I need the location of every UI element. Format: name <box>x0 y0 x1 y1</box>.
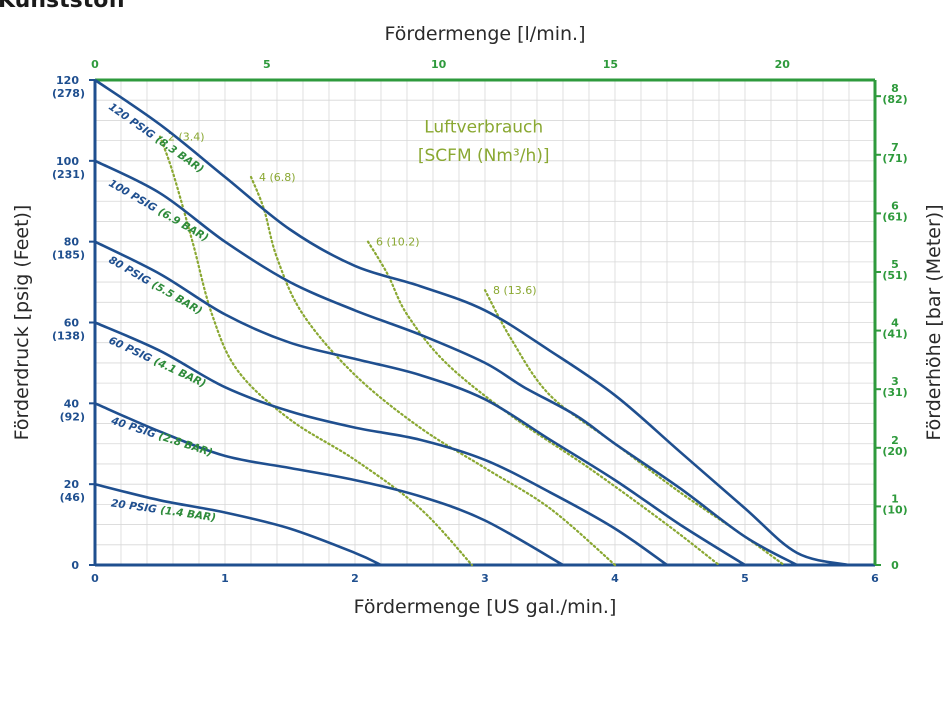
x2-tick-label: 20 <box>775 58 791 71</box>
pressure-curve-label: 40 PSIG (2.8 BAR) <box>109 415 214 459</box>
air-title-line1: Luftverbrauch <box>424 118 543 138</box>
y2-tick-label: 4 <box>891 317 899 330</box>
y-tick-label: 40 <box>64 397 80 410</box>
y2-tick-label: 1 <box>891 492 899 505</box>
psig-label: 100 PSIG <box>107 177 162 216</box>
air-line-label: 8 (13.6) <box>493 284 537 297</box>
x-tick-label: 1 <box>221 572 229 585</box>
y2-tick-sublabel: (10) <box>882 503 907 516</box>
x2-tick-label: 10 <box>431 58 447 71</box>
air-line-label: 6 (10.2) <box>376 236 420 249</box>
pressure-curve <box>94 402 564 567</box>
y-tick-label: 0 <box>71 559 79 572</box>
y-tick-label: 80 <box>64 236 80 249</box>
air-line <box>249 175 617 567</box>
pressure-curve <box>94 159 798 567</box>
pressure-curves <box>94 78 850 567</box>
x-tick-label: 2 <box>351 572 359 585</box>
y2-tick-label: 3 <box>891 375 899 388</box>
psig-label: 20 PSIG <box>110 497 161 516</box>
y2-tick-sublabel: (51) <box>882 269 907 282</box>
page-title: Kunststoff <box>0 0 127 13</box>
y2-tick-label: 8 <box>891 82 899 95</box>
pressure-curve <box>94 482 382 567</box>
y-tick-label: 100 <box>56 155 79 168</box>
y-tick-label: 20 <box>64 478 80 491</box>
x-axis-title: Fördermenge [US gal./min.] <box>354 596 617 618</box>
psig-label: 120 PSIG <box>106 101 160 144</box>
y-tick-label: 60 <box>64 317 80 330</box>
x2-axis-title: Fördermenge [l/min.] <box>385 23 586 45</box>
y-tick-sublabel: (278) <box>52 87 85 100</box>
y2-tick-sublabel: (41) <box>882 328 907 341</box>
x2-tick-label: 5 <box>263 58 271 71</box>
chart-grid <box>94 79 876 566</box>
y2-tick-sublabel: (20) <box>882 445 907 458</box>
air-line-label: 2 (3.4) <box>168 131 205 144</box>
chart-axes: 0 1 2 3 4 5 60 5 10 15 20020(46)40(92)60(138)80(18… <box>11 23 945 618</box>
x-tick-label: 3 <box>481 572 489 585</box>
y-axis-title: Förderdruck [psig (Feet)] <box>11 205 33 441</box>
y2-tick-label: 7 <box>891 141 899 154</box>
pressure-curve-label: 100 PSIG (6.9 BAR) <box>107 177 211 244</box>
pressure-curve <box>94 321 668 567</box>
pressure-curve <box>94 240 746 567</box>
psig-label: 40 PSIG <box>109 415 161 442</box>
bar-label: (2.8 BAR) <box>157 430 214 459</box>
y2-tick-label: 5 <box>891 258 899 271</box>
air-title-line2: [SCFM (Nm³/h)] <box>418 146 550 166</box>
y-tick-sublabel: (231) <box>52 168 85 181</box>
y2-tick-sublabel: (61) <box>882 210 907 223</box>
x2-tick-label: 0 <box>91 58 99 71</box>
y2-axis-title: Förderhöhe [bar (Meter)] <box>923 204 945 440</box>
y2-tick-label: 6 <box>891 199 899 212</box>
air-consumption-lines: 2 (3.4) 4 (6.8) 6 (10.2) 8 (13.6) Luftverbra… <box>158 118 786 567</box>
y2-tick-label: 2 <box>891 434 899 447</box>
y-tick-sublabel: (138) <box>52 330 85 343</box>
pressure-curve <box>94 78 850 567</box>
y-tick-sublabel: (92) <box>60 410 85 423</box>
y-tick-sublabel: (46) <box>60 491 85 504</box>
y-tick-label: 120 <box>56 74 79 87</box>
air-line <box>158 135 474 567</box>
chart-labels: 120 PSIG (8.3 BAR)100 PSIG (6.9 BAR)80 P… <box>106 101 216 524</box>
air-line-label: 4 (6.8) <box>259 171 296 184</box>
x-tick-label: 6 <box>871 572 879 585</box>
y2-tick-label: 0 <box>891 559 899 572</box>
y2-tick-sublabel: (31) <box>882 386 907 399</box>
x-tick-label: 4 <box>611 572 619 585</box>
x-tick-label: 0 <box>91 572 99 585</box>
y2-tick-sublabel: (71) <box>882 152 907 165</box>
bar-label: (1.4 BAR) <box>159 504 216 524</box>
y2-tick-sublabel: (82) <box>882 93 907 106</box>
x-tick-label: 5 <box>741 572 749 585</box>
x2-tick-label: 15 <box>603 58 618 71</box>
y-tick-sublabel: (185) <box>52 249 85 262</box>
